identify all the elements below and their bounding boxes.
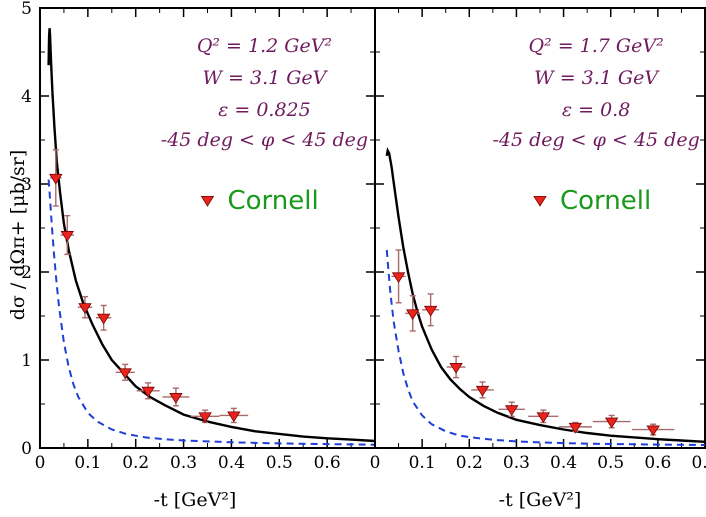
x-tick-label: 0.4 [218, 453, 245, 473]
model-curve-solid [47, 28, 375, 443]
data-point [60, 231, 75, 242]
x-tick-label: 0.4 [550, 453, 577, 473]
data-point [198, 412, 212, 424]
x-tick-label: 0.6 [314, 453, 341, 473]
legend-marker [533, 195, 547, 207]
model-curve-dashed [385, 249, 705, 446]
x-axis-title-left: -t [GeV²] [154, 489, 237, 511]
x-tick-label: 0.5 [266, 453, 293, 473]
x-tick-label: 0.1 [409, 453, 436, 473]
x-tick-label: 0.2 [456, 453, 483, 473]
data-point [49, 173, 63, 185]
data-point [78, 303, 92, 314]
annotation-text: Q² = 1.7 GeV² [528, 35, 663, 57]
data-point [391, 272, 406, 284]
x-tick-label: 0 [35, 453, 46, 473]
y-tick-label: 1 [21, 351, 32, 371]
legend-label: Cornell [560, 186, 651, 216]
x-axis-title-right: -t [GeV²] [499, 489, 582, 511]
annotation-text: -45 deg < φ < 45 deg [492, 129, 699, 151]
right-panel: 0 0.1 0.2 0.3 0.4 0.5 0.6 0.7 Q² = 1.7 GeV² W = 3… [370, 7, 706, 473]
y-tick-label: 2 [21, 263, 32, 283]
x-tick-label: 0.1 [74, 453, 101, 473]
data-point [568, 422, 583, 434]
data-point [423, 305, 438, 317]
x-tick-label: 0 [370, 453, 381, 473]
y-tick-label: 3 [21, 175, 32, 195]
y-tick-label: 0 [21, 439, 32, 459]
x-tick-label: 0.3 [170, 453, 197, 473]
data-point [646, 425, 660, 437]
data-point [169, 392, 183, 404]
annotation-text: W = 3.1 GeV [534, 67, 660, 89]
annotation-text: ε = 0.825 [218, 99, 311, 121]
x-tick-label: 0.2 [122, 453, 149, 473]
x-tick-label: 0.3 [503, 453, 530, 473]
y-tick-label: 5 [21, 0, 32, 19]
annotation-text: Q² = 1.2 GeV² [197, 35, 332, 57]
left-panel: 0 0.1 0.2 0.3 0.4 0.5 0.6 0 1 2 3 4 5 Q² = 1.2 GeV² W … [21, 0, 376, 473]
data-point [141, 386, 155, 398]
model-curve-dashed [47, 179, 375, 446]
x-tick-label: 0.7 [691, 453, 706, 473]
annotation-text: W = 3.1 GeV [202, 67, 328, 89]
data-point [405, 309, 420, 321]
annotation-text: ε = 0.8 [562, 99, 630, 121]
data-point [449, 363, 463, 374]
x-tick-label: 0.6 [644, 453, 671, 473]
data-point [227, 411, 241, 423]
y-tick-label: 4 [21, 87, 32, 107]
x-tick-label: 0.5 [597, 453, 624, 473]
y-axis-title: dσ / dΩπ+ [μb/sr] [7, 150, 29, 321]
data-point [475, 385, 490, 397]
data-point [118, 368, 132, 380]
legend-marker [200, 195, 215, 207]
data-point [604, 417, 619, 429]
model-curve-solid [385, 146, 705, 443]
data-point [504, 405, 519, 417]
legend-label: Cornell [228, 186, 319, 216]
data-point [536, 412, 551, 424]
annotation-text: -45 deg < φ < 45 deg [161, 129, 368, 151]
data-point [96, 313, 111, 325]
